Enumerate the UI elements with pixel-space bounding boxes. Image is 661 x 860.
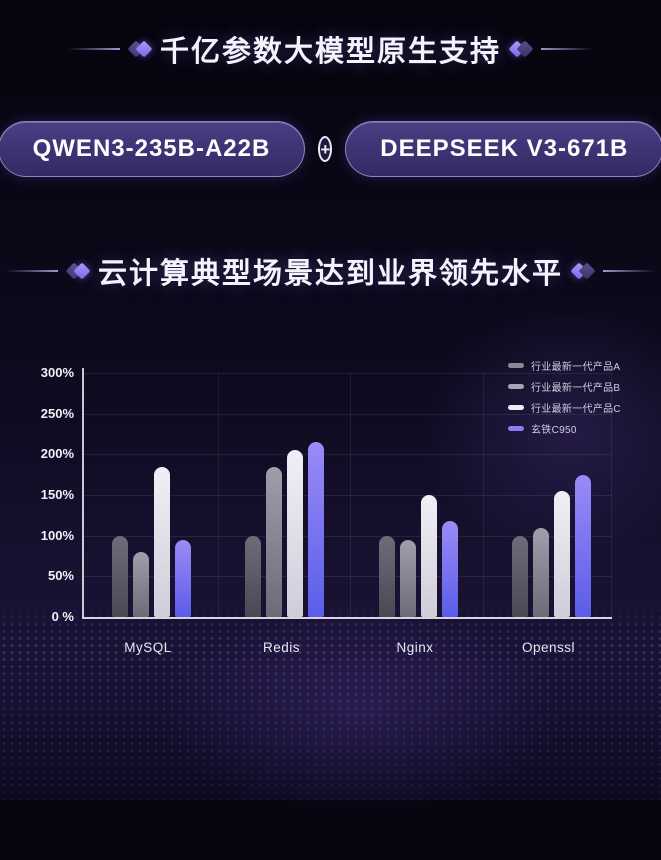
legend-marker — [508, 425, 524, 431]
legend-item: 行业最新一代产品C — [508, 398, 621, 416]
chart-bar — [245, 535, 261, 617]
gridline-horizontal — [82, 576, 612, 578]
section1-title-row: 千亿参数大模型原生支持 — [0, 28, 661, 70]
chart-bar — [174, 539, 191, 617]
model-badges-row: QWEN3-235B-A22B + DEEPSEEK V3-671B — [0, 121, 661, 177]
legend-item: 行业最新一代产品A — [508, 356, 621, 374]
gridline-horizontal — [82, 373, 612, 375]
gridline-vertical — [611, 373, 612, 617]
chart-bar — [153, 466, 170, 617]
gridline-vertical — [218, 373, 219, 617]
legend-marker — [508, 362, 524, 368]
chart-bar — [399, 539, 416, 617]
chart-bar — [132, 551, 149, 617]
chart-bar — [308, 442, 324, 617]
x-axis-label: MySQL — [124, 640, 172, 655]
gridline-horizontal — [82, 454, 612, 456]
section2-title-row: 云计算典型场景达到业界领先水平 — [0, 250, 661, 292]
dot-grid-background — [0, 600, 661, 800]
diamond-decoration-right — [570, 262, 596, 280]
legend-item: 行业最新一代产品B — [508, 377, 621, 395]
y-tick-label: 100% — [40, 527, 74, 543]
benchmark-bar-chart: 0 % 50% 100% 150% 200% 250% 300% MySQL Redis Ngin… — [0, 340, 661, 680]
gridline-horizontal — [82, 535, 612, 537]
chart-bar — [287, 450, 303, 617]
legend-label: 行业最新一代产品B — [531, 382, 621, 394]
x-axis-label: Openssl — [521, 640, 576, 655]
chart-legend: 行业最新一代产品A 行业最新一代产品B 行业最新一代产品C 玄铁C950 — [508, 356, 621, 440]
legend-marker — [508, 404, 524, 410]
diamond-decoration-left — [127, 40, 153, 58]
y-tick-label: 250% — [40, 405, 74, 421]
deco-line-left — [67, 48, 120, 50]
chart-bar — [441, 521, 458, 617]
x-axis-label: Nginx — [396, 640, 434, 655]
legend-label: 行业最新一代产品C — [531, 403, 621, 415]
deco-line-left — [5, 270, 58, 272]
y-tick-label: 300% — [40, 365, 74, 381]
legend-label: 行业最新一代产品A — [531, 361, 621, 373]
diamond-decoration-left — [65, 262, 91, 280]
gridline-horizontal — [82, 413, 612, 415]
gridline-vertical — [350, 373, 351, 617]
legend-item: 玄铁C950 — [508, 419, 621, 437]
chart-bar — [111, 535, 128, 617]
chart-bar — [575, 474, 591, 617]
y-tick-label: 0 % — [51, 609, 74, 624]
y-tick-label: 200% — [40, 446, 74, 462]
y-axis-line — [82, 368, 84, 617]
section1-title: 千亿参数大模型原生支持 — [159, 36, 501, 68]
x-axis-label: Redis — [262, 640, 300, 655]
section2-title: 云计算典型场景达到业界领先水平 — [97, 258, 563, 290]
chart-bar — [512, 535, 528, 617]
chart-bar — [554, 490, 570, 617]
plus-icon: + — [318, 136, 333, 162]
badge-deepseek: DEEPSEEK V3-671B — [345, 121, 661, 177]
legend-marker — [508, 383, 524, 389]
gridline-vertical — [483, 373, 484, 617]
chart-bar — [420, 495, 437, 617]
legend-label: 玄铁C950 — [531, 424, 577, 436]
badge-qwen3: QWEN3-235B-A22B — [0, 121, 306, 177]
chart-bar — [266, 466, 282, 617]
deco-line-right — [603, 270, 655, 272]
deco-line-right — [541, 48, 593, 50]
diamond-decoration-right — [508, 40, 534, 58]
y-tick-label: 50% — [47, 568, 74, 584]
gridline-horizontal — [82, 495, 612, 497]
chart-bar — [533, 527, 549, 617]
y-tick-label: 150% — [40, 487, 74, 503]
gridline-horizontal — [82, 617, 612, 619]
chart-bar — [378, 535, 395, 617]
